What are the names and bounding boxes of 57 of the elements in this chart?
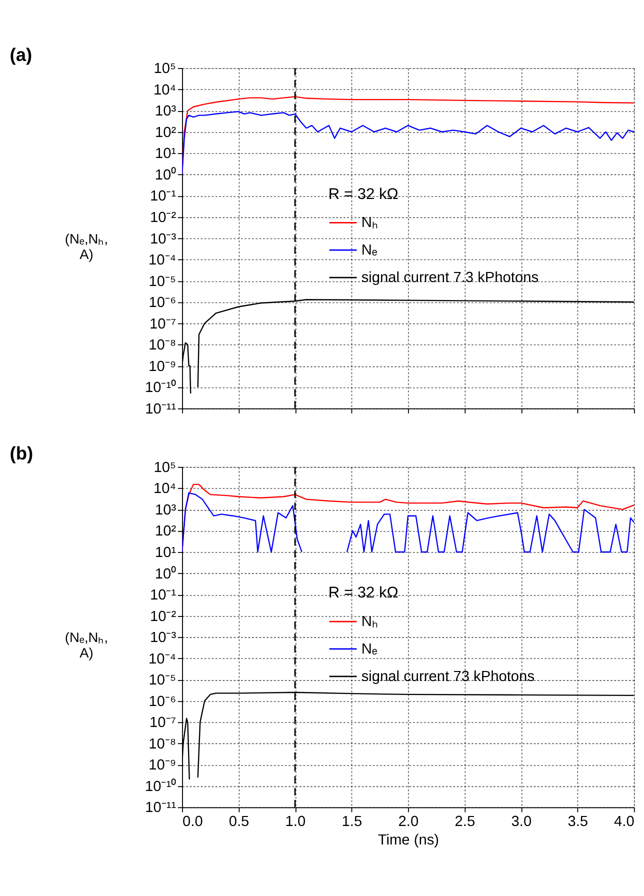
- y-tick-label: 10⁻⁶: [148, 694, 176, 710]
- x-tick-label: 3.5: [568, 814, 588, 830]
- y-tick-label: 10⁻⁵: [148, 672, 176, 689]
- y-tick-label: 10⁰: [154, 166, 176, 184]
- y-tick-label: 10⁴: [154, 82, 176, 98]
- y-tick-label: 10⁻¹¹: [145, 401, 176, 418]
- y-tick-label: 10⁻³: [150, 630, 176, 646]
- x-tick-label: 1.0: [285, 814, 306, 830]
- legend-label: signal current 7.3 kPhotons: [361, 270, 539, 286]
- y-tick-label: 10⁻⁸: [148, 736, 176, 752]
- y-tick-label: 10⁰: [154, 565, 176, 582]
- y-tick-label: 10⁻⁷: [150, 316, 176, 332]
- x-tick-label: 2.5: [454, 814, 476, 830]
- y-tick-label: 10⁵: [154, 460, 176, 476]
- y-tick-label: 10⁻⁸: [148, 338, 176, 354]
- line-series: [182, 110, 634, 176]
- y-tick-label: 10⁻¹¹: [145, 800, 176, 816]
- legend-label: Nₑ: [361, 242, 378, 259]
- y-tick-label: 10⁻⁴: [148, 252, 176, 269]
- y-tick-label: 10³: [154, 104, 176, 120]
- text: (b): [10, 442, 34, 464]
- y-axis-title: (Nₑ,Nₕ, A): [64, 630, 108, 661]
- legend-label: signal current 73 kPhotons: [361, 668, 535, 685]
- legend-label: Nₑ: [361, 642, 378, 658]
- y-tick-label: 10⁻¹⁰: [144, 778, 176, 795]
- y-tick-label: 10²: [154, 524, 176, 540]
- y-tick-label: 10⁻⁷: [150, 715, 176, 732]
- y-axis-title: (Nₑ,Nₕ, A): [64, 231, 108, 262]
- x-tick-label: 1.5: [342, 814, 362, 830]
- y-tick-label: 10⁴: [154, 481, 176, 498]
- text: (a): [10, 44, 32, 65]
- y-tick-label: 10⁻¹: [150, 588, 176, 604]
- x-tick-label: 0.5: [228, 814, 250, 830]
- legend-title: R = 32 kΩ: [328, 186, 398, 203]
- y-tick-label: 10⁻¹⁰: [144, 379, 176, 396]
- y-tick-label: 10¹: [154, 146, 176, 162]
- x-tick-label: 2.0: [398, 814, 419, 830]
- y-tick-label: 10⁻¹: [150, 188, 176, 205]
- x-axis-title: Time (ns): [378, 832, 440, 848]
- y-tick-label: 10⁻⁴: [148, 651, 176, 668]
- legend-label: Nₕ: [361, 215, 378, 232]
- y-tick-label: 10⁻³: [150, 231, 176, 248]
- y-tick-label: 10⁻²: [150, 608, 176, 625]
- y-tick-label: 10⁻²: [150, 210, 176, 226]
- y-tick-label: 10¹: [154, 545, 176, 562]
- x-tick-label: 3.0: [511, 814, 532, 830]
- y-tick-label: 10⁻⁹: [148, 758, 176, 774]
- y-tick-label: 10⁻⁹: [148, 358, 176, 375]
- y-tick-label: 10⁵: [154, 61, 176, 78]
- legend-title: R = 32 kΩ: [328, 584, 398, 602]
- y-tick-label: 10²: [154, 124, 176, 141]
- y-tick-label: 10³: [154, 502, 176, 518]
- x-tick-label: 0.0: [182, 814, 203, 830]
- legend-label: Nₕ: [361, 614, 378, 630]
- x-tick-label: 4.0: [614, 814, 634, 830]
- y-tick-label: 10⁻⁶: [148, 295, 176, 312]
- y-tick-label: 10⁻⁵: [148, 274, 176, 290]
